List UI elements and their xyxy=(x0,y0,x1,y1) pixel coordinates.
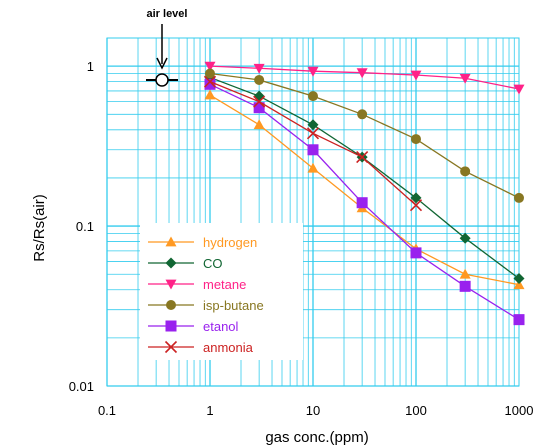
legend-label: CO xyxy=(203,256,223,271)
data-point-etanol xyxy=(410,247,422,259)
data-point-anmonia xyxy=(253,95,266,108)
air-level-annotation: air level xyxy=(146,8,188,87)
x-tick-label: 0.1 xyxy=(98,403,116,418)
y-tick-label: 0.1 xyxy=(76,219,94,234)
x-tick-label: 1 xyxy=(206,403,213,418)
legend-label: metane xyxy=(203,277,246,292)
data-point-etanol xyxy=(307,144,319,156)
data-point-co xyxy=(410,192,422,204)
legend-item-hydrogen: hydrogen xyxy=(148,235,257,250)
legend: hydrogen CO metane isp-butane etanol anmonia xyxy=(148,235,264,355)
data-point-anmonia xyxy=(203,75,217,88)
data-point-etanol xyxy=(204,78,216,90)
series-layer xyxy=(203,61,525,326)
air-level-arrow-head xyxy=(156,57,168,70)
data-point-hydrogen xyxy=(459,268,471,279)
legend-marker-hydrogen xyxy=(165,236,177,247)
x-tick-label: 100 xyxy=(405,403,427,418)
data-point-anmonia xyxy=(356,151,369,164)
legend-label: isp-butane xyxy=(203,298,264,313)
data-point-anmonia xyxy=(409,199,423,212)
data-point-etanol xyxy=(459,280,471,292)
data-point-metane xyxy=(459,73,471,84)
data-point-hydrogen xyxy=(513,279,525,290)
legend-item-anmonia: anmonia xyxy=(148,340,254,355)
legend-marker-co xyxy=(165,257,177,269)
air-level-label: air level xyxy=(147,8,188,20)
y-axis-label: Rs/Rs(air) xyxy=(31,194,48,262)
data-point-hydrogen xyxy=(204,89,216,100)
data-point-isp-butane xyxy=(357,109,368,120)
series-line-isp-butane xyxy=(209,72,520,199)
data-point-metane xyxy=(410,70,422,81)
legend-item-isp-butane: isp-butane xyxy=(148,298,264,313)
plot-frame xyxy=(106,37,520,387)
data-point-isp-butane xyxy=(514,192,524,203)
data-point-co xyxy=(513,273,525,285)
data-point-metane xyxy=(253,63,265,74)
x-axis-ticks: 0.1 1 10 100 1000 xyxy=(98,403,534,418)
data-point-etanol xyxy=(253,102,265,114)
legend-marker-metane xyxy=(165,279,177,290)
data-point-isp-butane xyxy=(460,166,471,177)
data-point-metane xyxy=(356,68,368,79)
data-point-co xyxy=(307,119,319,131)
legend-label: hydrogen xyxy=(203,235,257,250)
data-point-co xyxy=(459,232,471,244)
legend-marker-isp-butane xyxy=(166,300,176,310)
data-point-isp-butane xyxy=(411,134,421,145)
data-point-hydrogen xyxy=(307,162,319,173)
legend-label: anmonia xyxy=(203,340,254,355)
series-isp-butane xyxy=(205,68,524,203)
data-point-isp-butane xyxy=(308,91,318,102)
y-axis-ticks: 0.01 0.1 1 xyxy=(69,59,94,394)
legend-item-etanol: etanol xyxy=(148,319,239,334)
data-point-metane xyxy=(307,66,319,77)
data-point-hydrogen xyxy=(253,119,265,130)
data-point-metane xyxy=(513,84,525,95)
air-level-marker xyxy=(155,73,169,87)
y-tick-label: 1 xyxy=(87,59,94,74)
data-point-etanol xyxy=(356,197,368,209)
legend-label: etanol xyxy=(203,319,239,334)
data-point-etanol xyxy=(513,314,525,326)
series-anmonia xyxy=(203,75,423,212)
y-tick-label: 0.01 xyxy=(69,379,94,394)
legend-marker-etanol xyxy=(165,320,177,332)
series-etanol xyxy=(204,78,525,326)
data-point-isp-butane xyxy=(254,74,265,85)
x-axis-label: gas conc.(ppm) xyxy=(265,429,368,446)
legend-item-metane: metane xyxy=(148,277,246,292)
data-point-metane xyxy=(204,61,216,72)
x-tick-label: 1000 xyxy=(505,403,534,418)
data-point-isp-butane xyxy=(205,68,215,79)
x-tick-label: 10 xyxy=(306,403,320,418)
series-metane xyxy=(204,61,525,95)
legend-item-co: CO xyxy=(148,256,223,271)
legend-marker-anmonia xyxy=(164,340,178,354)
data-point-anmonia xyxy=(306,127,320,140)
